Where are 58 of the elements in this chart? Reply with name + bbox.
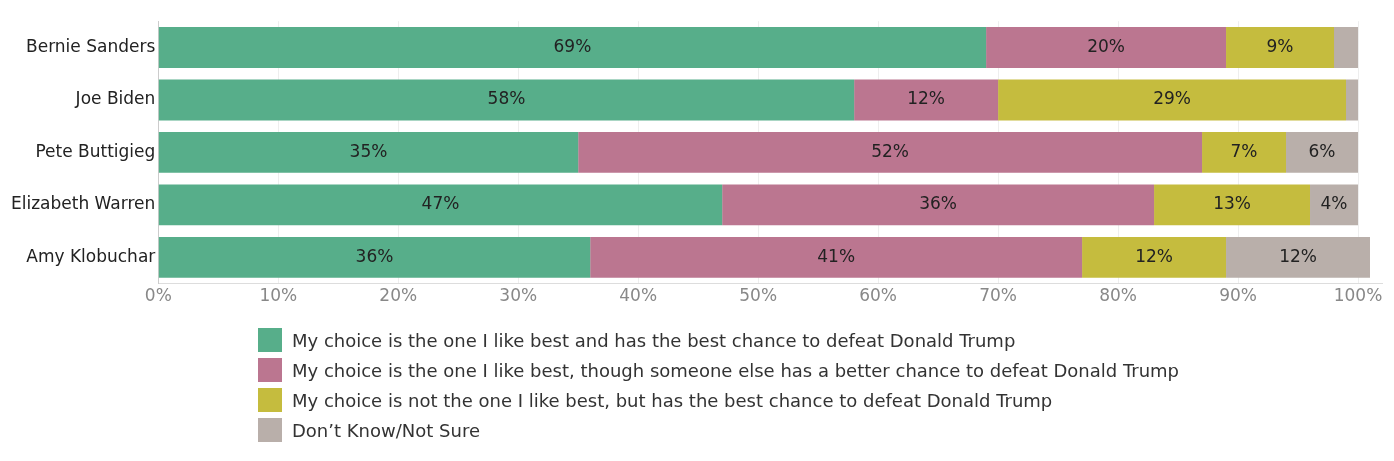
data-label: 4% [1320,193,1348,214]
bar [1346,79,1359,121]
legend-label: Don’t Know/Not Sure [292,419,480,441]
x-tick-label: 30% [499,285,538,306]
legend-label: My choice is the one I like best and has the best chance to defeat Donald Trump [292,329,1016,351]
bar [998,79,1347,121]
data-label: 52% [871,140,910,161]
data-label: 36% [355,245,394,266]
bar [854,79,999,121]
bar [1082,236,1227,278]
data-label: 12% [907,88,946,109]
data-label: 47% [421,193,460,214]
y-tick-label: Bernie Sanders [26,35,156,56]
y-tick-label: Amy Klobuchar [26,245,156,266]
data-label: 20% [1087,35,1125,56]
bar [1226,236,1370,278]
data-label: 29% [1153,88,1191,109]
y-tick-label: Joe Biden [74,88,156,109]
legend-label: My choice is not the one I like best, but has the best chance to defeat Donald Trump [292,389,1053,411]
x-tick-label: 10% [259,285,298,306]
data-label: 69% [553,35,592,56]
bar [1154,184,1311,226]
bar [590,236,1083,278]
data-label: 12% [1135,245,1173,266]
x-tick-label: 90% [1219,285,1257,306]
data-label: 9% [1266,35,1294,56]
bar [1286,131,1359,173]
bar [722,184,1155,226]
bar [158,184,723,226]
bar [986,26,1227,68]
data-label: 36% [919,193,958,214]
data-label: 6% [1308,140,1336,161]
x-tick-label: 70% [979,285,1017,306]
data-label: 12% [1279,245,1317,266]
bar [1202,131,1287,173]
x-tick-label: 0% [144,285,172,306]
x-tick-label: 80% [1099,285,1137,306]
x-tick-label: 50% [739,285,778,306]
x-tick-label: 60% [859,285,898,306]
data-label: 58% [487,88,526,109]
x-tick-label: 20% [379,285,418,306]
bar [1334,26,1359,68]
bar [158,236,591,278]
bar [1226,26,1335,68]
bar [1310,184,1359,226]
bar [158,79,855,121]
x-tick-label: 100% [1333,285,1383,306]
data-label: 7% [1230,140,1258,161]
y-tick-label: Elizabeth Warren [10,193,156,214]
x-tick-label: 40% [619,285,658,306]
data-label: 35% [349,140,388,161]
data-label: 41% [817,245,856,266]
y-tick-label: Pete Buttigieg [35,140,156,161]
bar [158,26,987,68]
bar [158,131,579,173]
data-label: 13% [1213,193,1251,214]
bar [578,131,1203,173]
legend-label: My choice is the one I like best, though someone else has a better chance to defeat Donald Trump [292,359,1180,381]
